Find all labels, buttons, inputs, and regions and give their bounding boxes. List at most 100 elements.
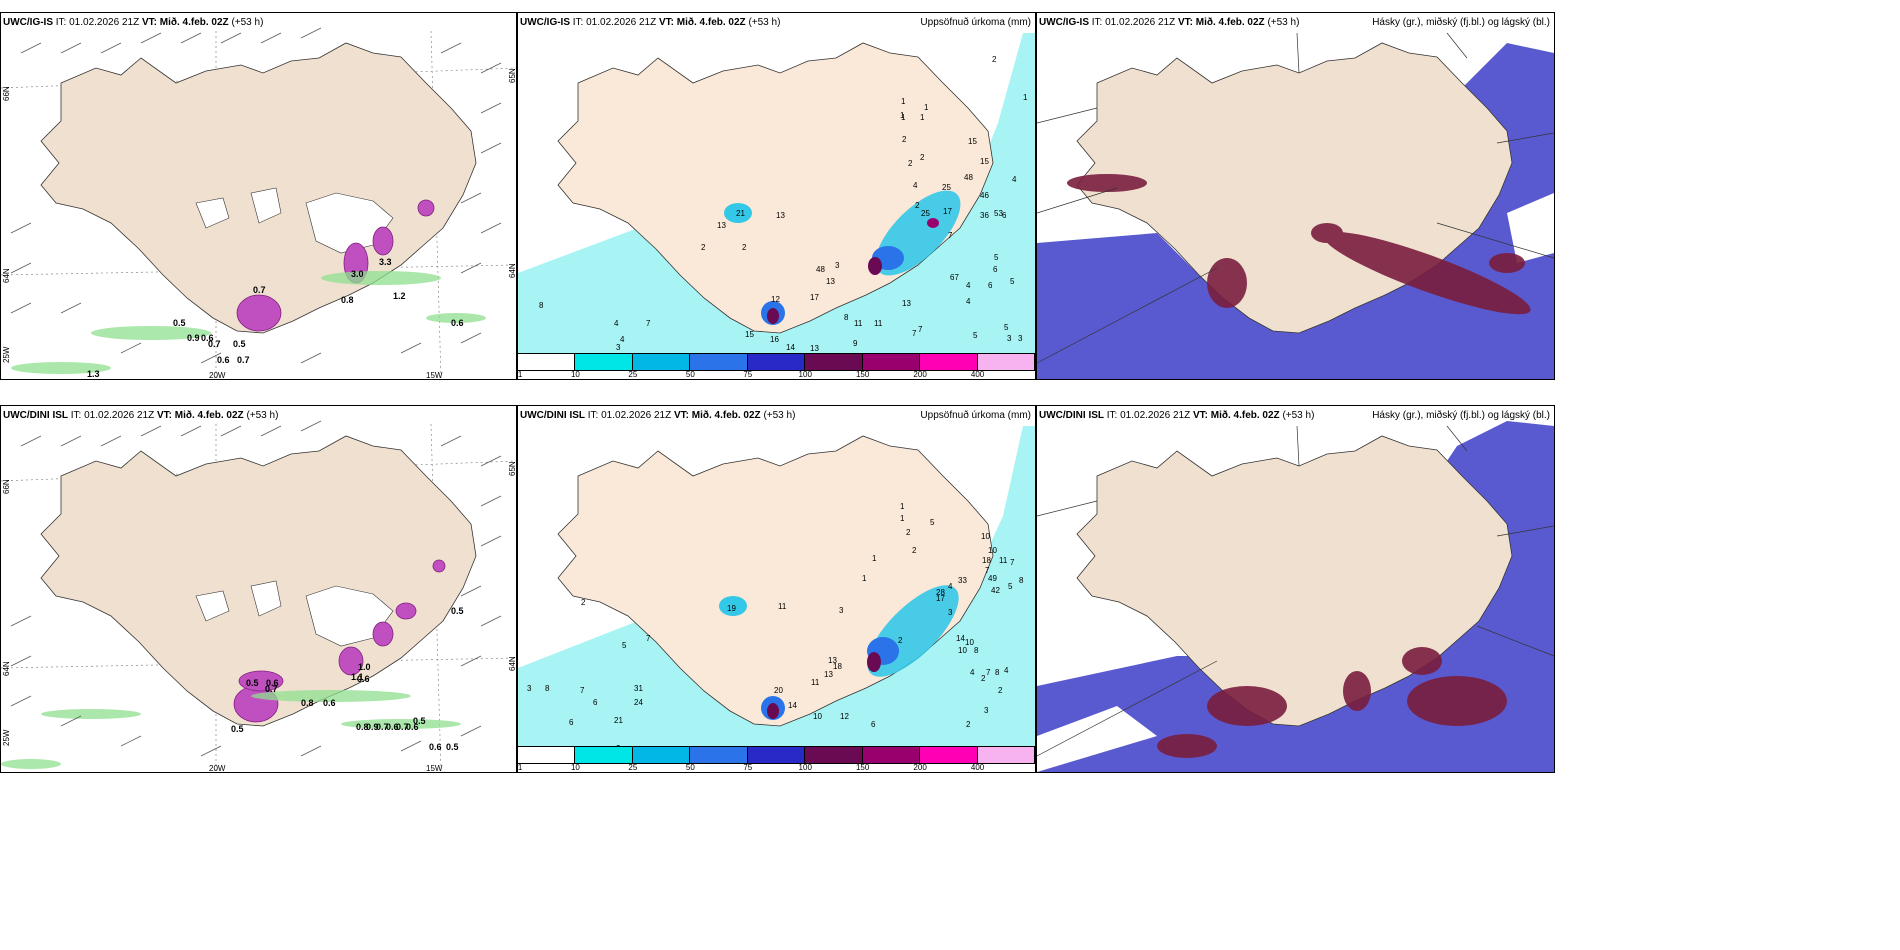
value-label: 14 xyxy=(788,701,797,710)
value-label: 5 xyxy=(1010,277,1015,286)
value-label: 0.6 xyxy=(357,674,370,684)
cloud-low-right-3 xyxy=(1507,193,1554,263)
colorbar-tick-label: 50 xyxy=(685,763,695,772)
value-label: 11 xyxy=(778,602,787,611)
wind-barbs-4 xyxy=(10,420,502,757)
value-label: 4 xyxy=(614,319,619,328)
value-label: 0.6 xyxy=(406,722,419,732)
map-bottom-right xyxy=(1037,406,1554,772)
value-label: 25 xyxy=(921,209,930,218)
value-label: 12 xyxy=(771,295,780,304)
value-label: 10 xyxy=(813,712,822,721)
colorbar-segment xyxy=(632,747,691,763)
value-label: 5 xyxy=(1004,323,1009,332)
colorbar-segment xyxy=(690,747,748,763)
value-label: 13 xyxy=(826,277,835,286)
colorbar-segment xyxy=(575,354,633,370)
lat-label-right-64n: 64N xyxy=(508,263,517,278)
value-label: 0.5 xyxy=(231,724,244,734)
value-label: 0.5 xyxy=(451,606,464,616)
panel-title: UWC/IG-IS IT: 01.02.2026 21Z VT: Mið. 4.… xyxy=(1039,17,1300,28)
value-label: 19 xyxy=(727,604,736,613)
value-label: 6 xyxy=(1002,211,1007,220)
value-label: 7 xyxy=(580,686,585,695)
value-label: 48 xyxy=(964,173,973,182)
lon-label-15w: 15W xyxy=(426,764,443,773)
value-label: 8 xyxy=(995,668,1000,677)
panel-title: UWC/DINI ISL IT: 01.02.2026 21Z VT: Mið.… xyxy=(520,410,796,421)
value-label: 15 xyxy=(980,157,989,166)
value-label: 5 xyxy=(973,331,978,340)
value-label: 6 xyxy=(593,698,598,707)
precip-heavy-5 xyxy=(719,585,959,720)
value-label: 7 xyxy=(948,231,953,240)
value-label: 4 xyxy=(970,668,975,677)
value-label: 0.5 xyxy=(233,339,246,349)
value-label: 3 xyxy=(839,606,844,615)
value-label: 3 xyxy=(1018,334,1023,343)
value-label: 48 xyxy=(816,265,825,274)
value-label: 0.6 xyxy=(323,698,336,708)
value-label: 13 xyxy=(776,211,785,220)
value-label: 0.6 xyxy=(451,318,464,328)
value-label: 7 xyxy=(646,319,651,328)
value-label: 14 xyxy=(956,634,965,643)
value-label: 2 xyxy=(920,153,925,162)
value-label: 4 xyxy=(966,297,971,306)
colorbar-tick-label: 100 xyxy=(798,370,812,379)
value-label: 0.7 xyxy=(265,684,278,694)
colorbar-tick-label: 25 xyxy=(628,370,638,379)
colorbar-tick-label: 50 xyxy=(685,370,695,379)
value-label: 0.6 xyxy=(201,333,214,343)
value-label: 49 xyxy=(988,574,997,583)
colorbar-segment xyxy=(920,354,978,370)
value-label: 0.7 xyxy=(376,722,389,732)
value-label: 7 xyxy=(986,668,991,677)
colorbar-segment xyxy=(747,354,806,370)
value-label: 10 xyxy=(958,646,967,655)
value-label: 2 xyxy=(701,243,706,252)
glacier-hofs-4 xyxy=(250,580,282,617)
colorbar: 1 10 25 50 75 100 150 200 400 xyxy=(518,353,1035,379)
value-label: 17 xyxy=(810,293,819,302)
value-label: 16 xyxy=(770,335,779,344)
value-label: 0.6 xyxy=(266,678,279,688)
value-label: 20 xyxy=(774,686,783,695)
value-label: 42 xyxy=(991,586,1000,595)
iceland-land-4 xyxy=(40,435,477,727)
value-label: 4 xyxy=(913,181,918,190)
value-label: 8 xyxy=(1019,576,1024,585)
value-label: 6 xyxy=(988,281,993,290)
panel-bottom-left-wind: UWC/DINI ISL IT: 01.02.2026 21Z VT: Mið.… xyxy=(0,405,517,773)
value-label: 3 xyxy=(948,608,953,617)
colorbar-tick-label: 100 xyxy=(798,763,812,772)
colorbar-segment xyxy=(518,354,576,370)
colorbar-tick-label: 10 xyxy=(570,370,580,379)
value-label: 1 xyxy=(920,113,925,122)
value-label: 21 xyxy=(736,209,745,218)
value-label: 0.6 xyxy=(217,355,230,365)
value-label: 1 xyxy=(862,574,867,583)
panel-bottom-middle-precip: UWC/DINI ISL IT: 01.02.2026 21Z VT: Mið.… xyxy=(517,405,1036,773)
value-label: 6 xyxy=(569,718,574,727)
colorbar-tick-label: 200 xyxy=(913,370,927,379)
value-label: 2 xyxy=(966,720,971,729)
snow-areas-4 xyxy=(233,559,446,723)
value-label: 1 xyxy=(901,97,906,106)
lat-label-right-64n: 64N xyxy=(508,656,517,671)
value-label: 10 xyxy=(965,638,974,647)
value-label: 2 xyxy=(581,598,586,607)
value-label: 1 xyxy=(1023,93,1028,102)
value-label: 24 xyxy=(634,698,643,707)
value-label: 6 xyxy=(993,265,998,274)
lat-label-25w: 25W xyxy=(2,346,11,363)
colorbar-tick-label: 1 xyxy=(517,763,523,772)
value-label: 53 xyxy=(994,209,1003,218)
value-label: 28 xyxy=(936,588,945,597)
value-label: 0.5 xyxy=(246,678,259,688)
colorbar-segment xyxy=(690,354,748,370)
value-label: 7 xyxy=(1010,558,1015,567)
value-label: 17 xyxy=(943,207,952,216)
value-label: 2 xyxy=(908,159,913,168)
value-label: 3 xyxy=(1007,334,1012,343)
